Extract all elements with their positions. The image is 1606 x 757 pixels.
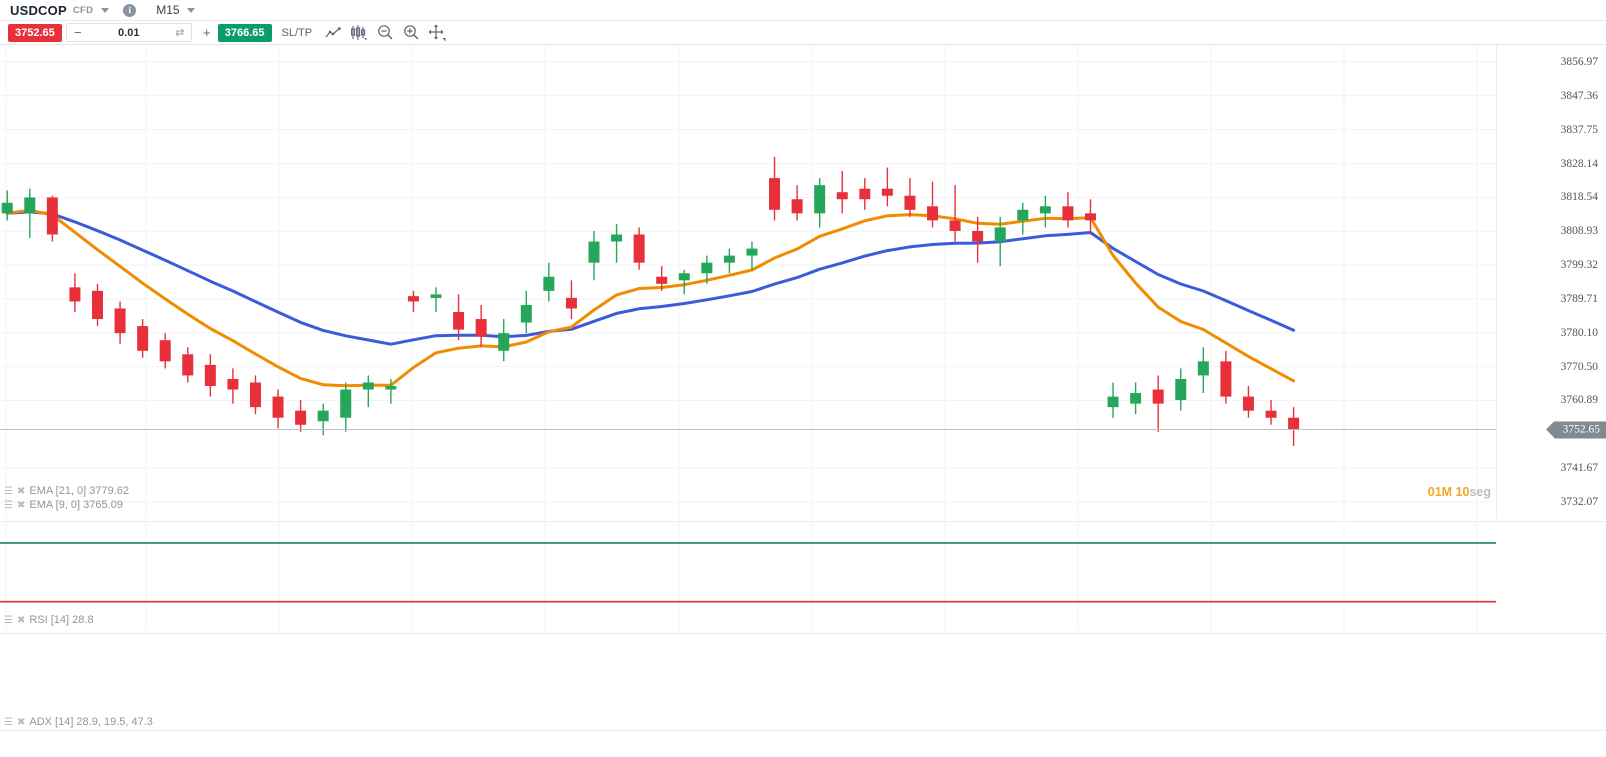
last-price-tag[interactable]: 3752.65 [1545, 421, 1606, 439]
price-chart-pane[interactable]: ☰ ✖ EMA [21, 0] 3779.62 ☰ ✖ EMA [9, 0] 3… [0, 45, 1606, 519]
price-axis-tick: 3828.14 [1560, 157, 1598, 170]
time-axis[interactable] [0, 730, 1606, 757]
sell-price-button[interactable]: 3752.65 [8, 23, 62, 42]
adx-pane[interactable]: ☰ ✖ ADX [14] 28.9, 19.5, 47.3 [0, 633, 1606, 730]
volume-increment-button[interactable]: + [202, 25, 211, 40]
symbol-name[interactable]: USDCOP [10, 2, 67, 18]
drag-handle-icon[interactable]: ☰ [4, 614, 13, 626]
price-axis-tick: 3780.10 [1560, 326, 1598, 339]
symbol-bar: USDCOP CFD i M15 [0, 0, 1606, 21]
volume-input[interactable]: 0.01 [118, 26, 140, 39]
price-axis-tick: 3847.36 [1560, 89, 1598, 102]
info-icon[interactable]: i [123, 3, 137, 17]
zoom-in-icon[interactable] [398, 22, 424, 44]
close-icon[interactable]: ✖ [16, 716, 26, 728]
bar-countdown: 01M 10seg [1428, 485, 1491, 499]
zoom-out-icon[interactable] [372, 22, 398, 44]
close-icon[interactable]: ✖ [16, 485, 26, 497]
legend-ema21-label: EMA [21, 0] 3779.62 [29, 485, 130, 497]
symbol-dropdown-icon[interactable] [101, 7, 110, 13]
price-axis-tick: 3741.67 [1560, 462, 1598, 475]
countdown-prefix: 01M [1427, 485, 1456, 499]
sltp-button[interactable]: SL/TP [281, 26, 313, 39]
trade-bar: 3752.65 − 0.01 ⇄ + 3766.65 SL/TP [0, 21, 1606, 45]
price-chart-canvas[interactable] [0, 45, 1606, 519]
legend-rsi[interactable]: ☰ ✖ RSI [14] 28.8 [4, 614, 94, 626]
drag-handle-icon[interactable]: ☰ [4, 716, 13, 728]
volume-decrement-button[interactable]: − [73, 25, 82, 40]
price-axis[interactable]: 3856.97 3847.36 3837.75 3828.14 3818.54 3808.… [1496, 45, 1606, 519]
legend-ema21[interactable]: ☰ ✖ EMA [21, 0] 3779.62 [4, 485, 129, 497]
price-axis-tick: 3799.32 [1560, 259, 1598, 272]
timeframe-label: M15 [156, 3, 180, 17]
instrument-type-label: CFD [72, 4, 94, 16]
price-axis-tick: 3856.97 [1560, 55, 1598, 68]
adx-axis[interactable] [1496, 633, 1606, 730]
rsi-axis[interactable] [1496, 521, 1606, 631]
rsi-pane[interactable]: ☰ ✖ RSI [14] 28.8 [0, 521, 1606, 631]
price-axis-tick: 3760.89 [1560, 394, 1598, 407]
legend-adx[interactable]: ☰ ✖ ADX [14] 28.9, 19.5, 47.3 [4, 716, 153, 728]
drag-handle-icon[interactable]: ☰ [4, 499, 13, 511]
candlestick-icon[interactable] [346, 22, 372, 44]
countdown-seconds: 10 [1455, 485, 1470, 499]
axis-divider [1496, 45, 1497, 519]
adx-canvas[interactable] [0, 633, 1606, 730]
price-axis-tick: 3837.75 [1560, 123, 1598, 136]
price-axis-tick: 3732.07 [1560, 496, 1598, 509]
legend-adx-label: ADX [14] 28.9, 19.5, 47.3 [29, 716, 153, 728]
countdown-suffix: seg [1469, 485, 1491, 499]
close-icon[interactable]: ✖ [16, 499, 26, 511]
buy-price-button[interactable]: 3766.65 [217, 23, 272, 42]
legend-ema9-label: EMA [9, 0] 3765.09 [29, 499, 123, 511]
crosshair-move-icon[interactable] [424, 22, 450, 44]
price-axis-tick: 3818.54 [1560, 191, 1598, 204]
timeframe-selector[interactable]: M15 [156, 3, 195, 17]
legend-ema9[interactable]: ☰ ✖ EMA [9, 0] 3765.09 [4, 499, 123, 511]
price-axis-tick: 3770.50 [1560, 360, 1598, 373]
rsi-canvas[interactable] [0, 521, 1606, 631]
price-axis-tick: 3808.93 [1560, 225, 1598, 238]
volume-swap-icon[interactable]: ⇄ [175, 27, 185, 39]
volume-stepper: − 0.01 ⇄ [65, 23, 192, 42]
timeframe-dropdown-icon[interactable] [186, 7, 195, 13]
close-icon[interactable]: ✖ [16, 614, 26, 626]
line-chart-icon[interactable] [320, 22, 346, 44]
price-axis-tick: 3789.71 [1560, 292, 1598, 305]
drag-handle-icon[interactable]: ☰ [4, 485, 13, 497]
legend-rsi-label: RSI [14] 28.8 [29, 614, 94, 626]
